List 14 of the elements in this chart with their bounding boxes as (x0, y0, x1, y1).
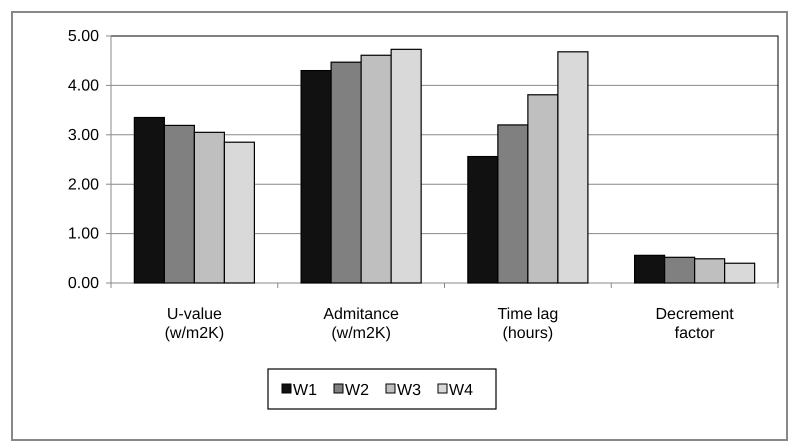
legend-label: W2 (345, 382, 370, 399)
x-tick-label: U-value (w/m2K) (164, 306, 224, 342)
y-tick-label: 3.00 (68, 126, 100, 144)
y-tick-label: 0.00 (68, 275, 100, 292)
y-tick-label: 2.00 (68, 176, 100, 194)
x-tick-label: Admitance (w/m2K) (323, 306, 400, 342)
legend-label: W1 (293, 382, 318, 399)
x-tick-label: Time lag (hours) (497, 306, 558, 342)
y-tick-label: 5.00 (68, 28, 100, 46)
y-tick-label: 1.00 (68, 226, 100, 243)
x-tick-label: Decrement factor (656, 306, 734, 342)
legend-label: W3 (397, 382, 422, 399)
y-tick-label: 4.00 (68, 78, 100, 95)
legend-label: W4 (449, 382, 474, 399)
